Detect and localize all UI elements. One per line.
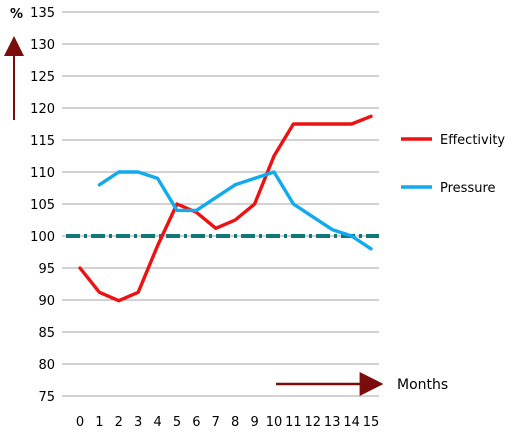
y-tick-labels: 75 80 85 90 95 100 105 110 115 120 125 130 135 bbox=[30, 6, 55, 405]
x-tick-label: 13 bbox=[324, 415, 341, 430]
x-tick-label: 8 bbox=[231, 415, 239, 430]
x-tick-label: 2 bbox=[115, 415, 123, 430]
series-layer bbox=[78, 114, 373, 303]
y-axis-label: % bbox=[10, 7, 23, 22]
x-tick-label: 1 bbox=[95, 415, 103, 430]
x-tick-label: 4 bbox=[153, 415, 161, 430]
x-tick-label: 10 bbox=[266, 415, 283, 430]
x-tick-label: 0 bbox=[76, 415, 84, 430]
series-line-pressure bbox=[97, 170, 373, 251]
series-line-effectivity bbox=[78, 114, 373, 303]
x-axis-label: Months bbox=[397, 377, 448, 393]
x-tick-label: 3 bbox=[134, 415, 142, 430]
x-tick-labels: 0 1 2 3 4 5 6 7 8 9 10 11 12 13 14 15 bbox=[76, 415, 379, 430]
y-tick-label: 125 bbox=[30, 70, 55, 85]
y-tick-label: 130 bbox=[30, 38, 55, 53]
y-tick-label: 120 bbox=[30, 102, 55, 117]
y-tick-label: 75 bbox=[38, 390, 55, 405]
y-tick-label: 80 bbox=[38, 358, 55, 373]
y-tick-label: 85 bbox=[38, 326, 55, 341]
y-tick-label: 95 bbox=[38, 262, 55, 277]
y-tick-label: 110 bbox=[30, 166, 55, 181]
x-tick-label: 5 bbox=[173, 415, 181, 430]
x-tick-label: 12 bbox=[305, 415, 322, 430]
grid-layer bbox=[62, 11, 379, 397]
y-tick-label: 135 bbox=[30, 6, 55, 21]
legend-label-pressure: Pressure bbox=[440, 181, 496, 196]
x-tick-label: 7 bbox=[212, 415, 220, 430]
y-tick-label: 90 bbox=[38, 294, 55, 309]
y-tick-label: 100 bbox=[30, 230, 55, 245]
y-tick-label: 115 bbox=[30, 134, 55, 149]
y-tick-label: 105 bbox=[30, 198, 55, 213]
x-tick-label: 11 bbox=[285, 415, 302, 430]
x-tick-label: 9 bbox=[250, 415, 258, 430]
x-tick-label: 14 bbox=[343, 415, 360, 430]
legend: Effectivity Pressure bbox=[401, 133, 505, 196]
x-tick-label: 15 bbox=[363, 415, 380, 430]
x-tick-label: 6 bbox=[192, 415, 200, 430]
legend-label-effectivity: Effectivity bbox=[440, 133, 505, 148]
